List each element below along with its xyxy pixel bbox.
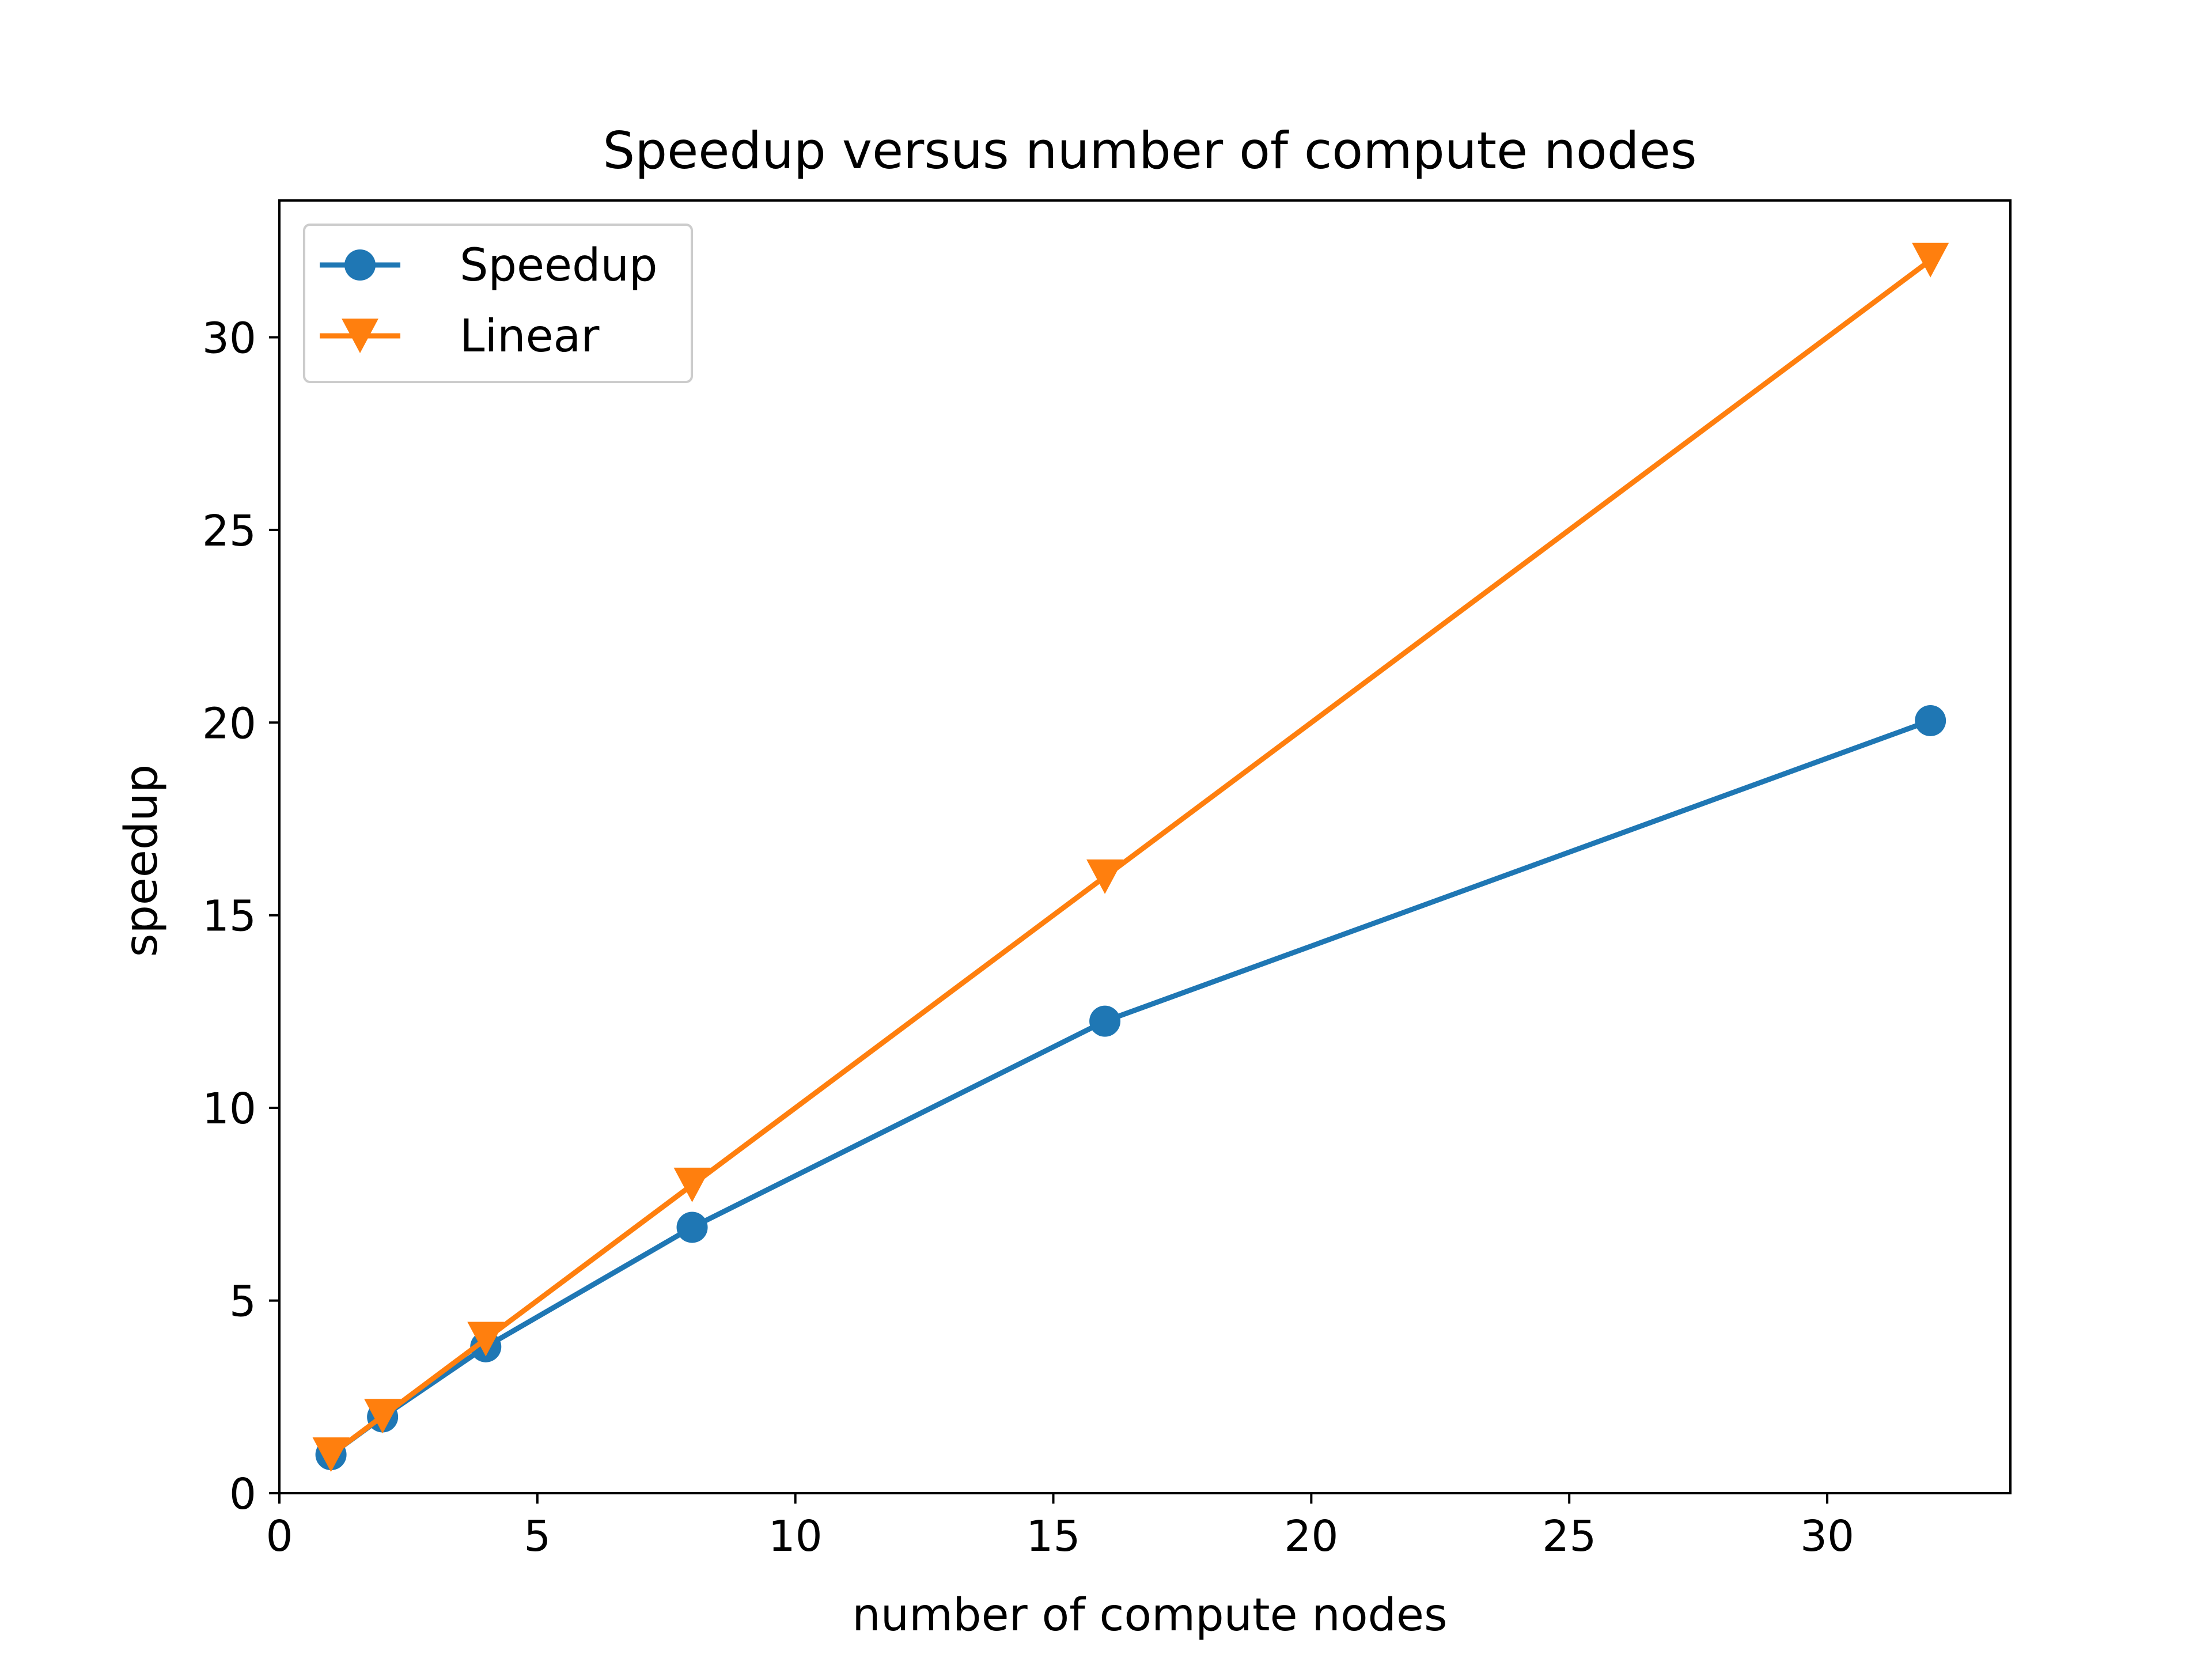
legend-marker-speedup xyxy=(344,249,376,281)
legend-item-linear: Linear xyxy=(320,311,600,362)
axes: 0 5 10 15 20 25 30 0 5 10 15 20 25 30 xyxy=(202,199,2012,1561)
legend: Speedup Linear xyxy=(303,224,693,383)
x-axis-label: number of compute nodes xyxy=(852,1589,1447,1641)
y-tick-label: 30 xyxy=(202,313,256,363)
x-tick-label: 30 xyxy=(1800,1512,1854,1561)
data-point-speedup xyxy=(1089,1005,1121,1037)
data-point-speedup xyxy=(676,1212,708,1243)
y-tick-label: 5 xyxy=(229,1277,256,1327)
data-point-speedup xyxy=(1915,705,1946,736)
y-tick-label: 0 xyxy=(229,1470,256,1519)
plot-area xyxy=(312,243,1949,1472)
data-point-linear xyxy=(467,1322,505,1357)
legend-marker-linear xyxy=(342,319,378,353)
axes-frame xyxy=(278,199,2012,1494)
y-tick-label: 25 xyxy=(202,506,256,556)
x-tick-label: 20 xyxy=(1284,1512,1338,1561)
legend-box xyxy=(303,224,693,383)
x-tick-label: 25 xyxy=(1542,1512,1596,1561)
x-tick-label: 15 xyxy=(1026,1512,1080,1561)
y-tick-label: 20 xyxy=(202,699,256,748)
y-axis-label: speedup xyxy=(116,764,168,957)
legend-item-speedup: Speedup xyxy=(320,240,657,291)
legend-label-speedup: Speedup xyxy=(460,240,657,291)
data-point-linear xyxy=(312,1437,350,1472)
chart-title: Speedup versus number of compute nodes xyxy=(603,121,1696,180)
series-line-linear xyxy=(327,256,1934,1459)
x-tick-label: 0 xyxy=(266,1512,293,1561)
y-tick-label: 15 xyxy=(202,892,256,941)
series-linear xyxy=(312,243,1949,1472)
legend-label-linear: Linear xyxy=(460,311,600,362)
x-tick-label: 5 xyxy=(524,1512,551,1561)
x-tick-label: 10 xyxy=(768,1512,823,1561)
data-point-linear xyxy=(364,1399,402,1434)
y-tick-label: 10 xyxy=(202,1084,256,1134)
data-point-linear xyxy=(673,1167,711,1202)
data-point-linear xyxy=(1912,243,1949,278)
data-point-linear xyxy=(1086,859,1124,894)
